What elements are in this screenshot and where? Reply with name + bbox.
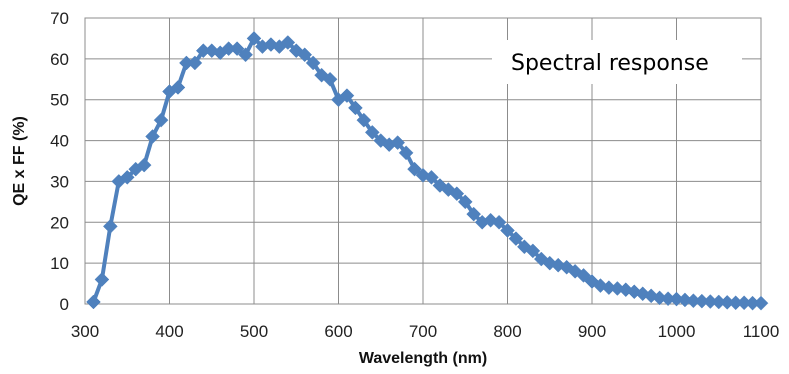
x-tick-label: 1100 xyxy=(743,322,780,341)
x-tick-labels: 300 400 500 600 700 800 900 1000 1100 xyxy=(71,322,779,341)
data-point xyxy=(145,129,160,144)
data-point xyxy=(102,219,118,234)
data-point xyxy=(322,71,338,87)
y-tick-label: 10 xyxy=(50,254,69,273)
y-tick-label: 20 xyxy=(50,213,69,232)
x-tick-label: 700 xyxy=(409,322,437,341)
data-point xyxy=(119,169,135,185)
data-point xyxy=(508,231,524,246)
x-axis-title: Wavelength (nm) xyxy=(359,350,487,367)
x-tick-label: 900 xyxy=(578,322,606,341)
data-point xyxy=(94,272,110,287)
data-point xyxy=(187,55,203,71)
y-tick-label: 30 xyxy=(50,172,69,191)
y-tick-label: 40 xyxy=(50,132,69,151)
data-point xyxy=(170,80,186,95)
data-point xyxy=(136,157,152,173)
data-point xyxy=(398,145,414,161)
data-point xyxy=(576,268,591,283)
x-tick-label: 600 xyxy=(324,322,352,341)
annotation-box xyxy=(492,40,742,84)
x-tick-label: 800 xyxy=(493,322,521,341)
data-point xyxy=(500,223,515,238)
data-point xyxy=(348,100,363,116)
series-group xyxy=(86,31,769,311)
y-axis-title: QE x FF (%) xyxy=(11,116,28,206)
x-tick-label: 1000 xyxy=(658,322,696,341)
data-point xyxy=(238,47,253,63)
data-point xyxy=(449,186,465,202)
data-point xyxy=(364,125,380,140)
data-point xyxy=(153,112,169,128)
data-point xyxy=(466,206,482,222)
y-tick-label: 0 xyxy=(60,295,69,314)
data-point xyxy=(229,41,245,56)
data-point xyxy=(753,295,769,311)
x-tick-label: 300 xyxy=(71,322,99,341)
data-point xyxy=(297,47,313,63)
y-tick-label: 60 xyxy=(50,50,69,69)
annotation-text: Spectral response xyxy=(511,51,709,76)
data-point xyxy=(280,35,296,50)
y-tick-label: 70 xyxy=(50,9,69,28)
data-point xyxy=(407,161,422,177)
data-point xyxy=(424,169,439,185)
data-point xyxy=(390,135,406,150)
x-tick-label: 500 xyxy=(240,322,268,341)
x-tick-label: 400 xyxy=(155,322,183,341)
data-point xyxy=(457,194,473,210)
data-point xyxy=(356,112,372,128)
y-tick-label: 50 xyxy=(50,91,69,110)
data-point xyxy=(525,243,541,259)
data-point xyxy=(491,214,507,230)
data-point xyxy=(246,31,262,46)
y-tick-labels: 0 10 20 30 40 50 60 70 xyxy=(50,9,69,314)
data-point xyxy=(86,294,101,310)
data-point xyxy=(305,55,321,71)
data-point xyxy=(339,88,355,103)
